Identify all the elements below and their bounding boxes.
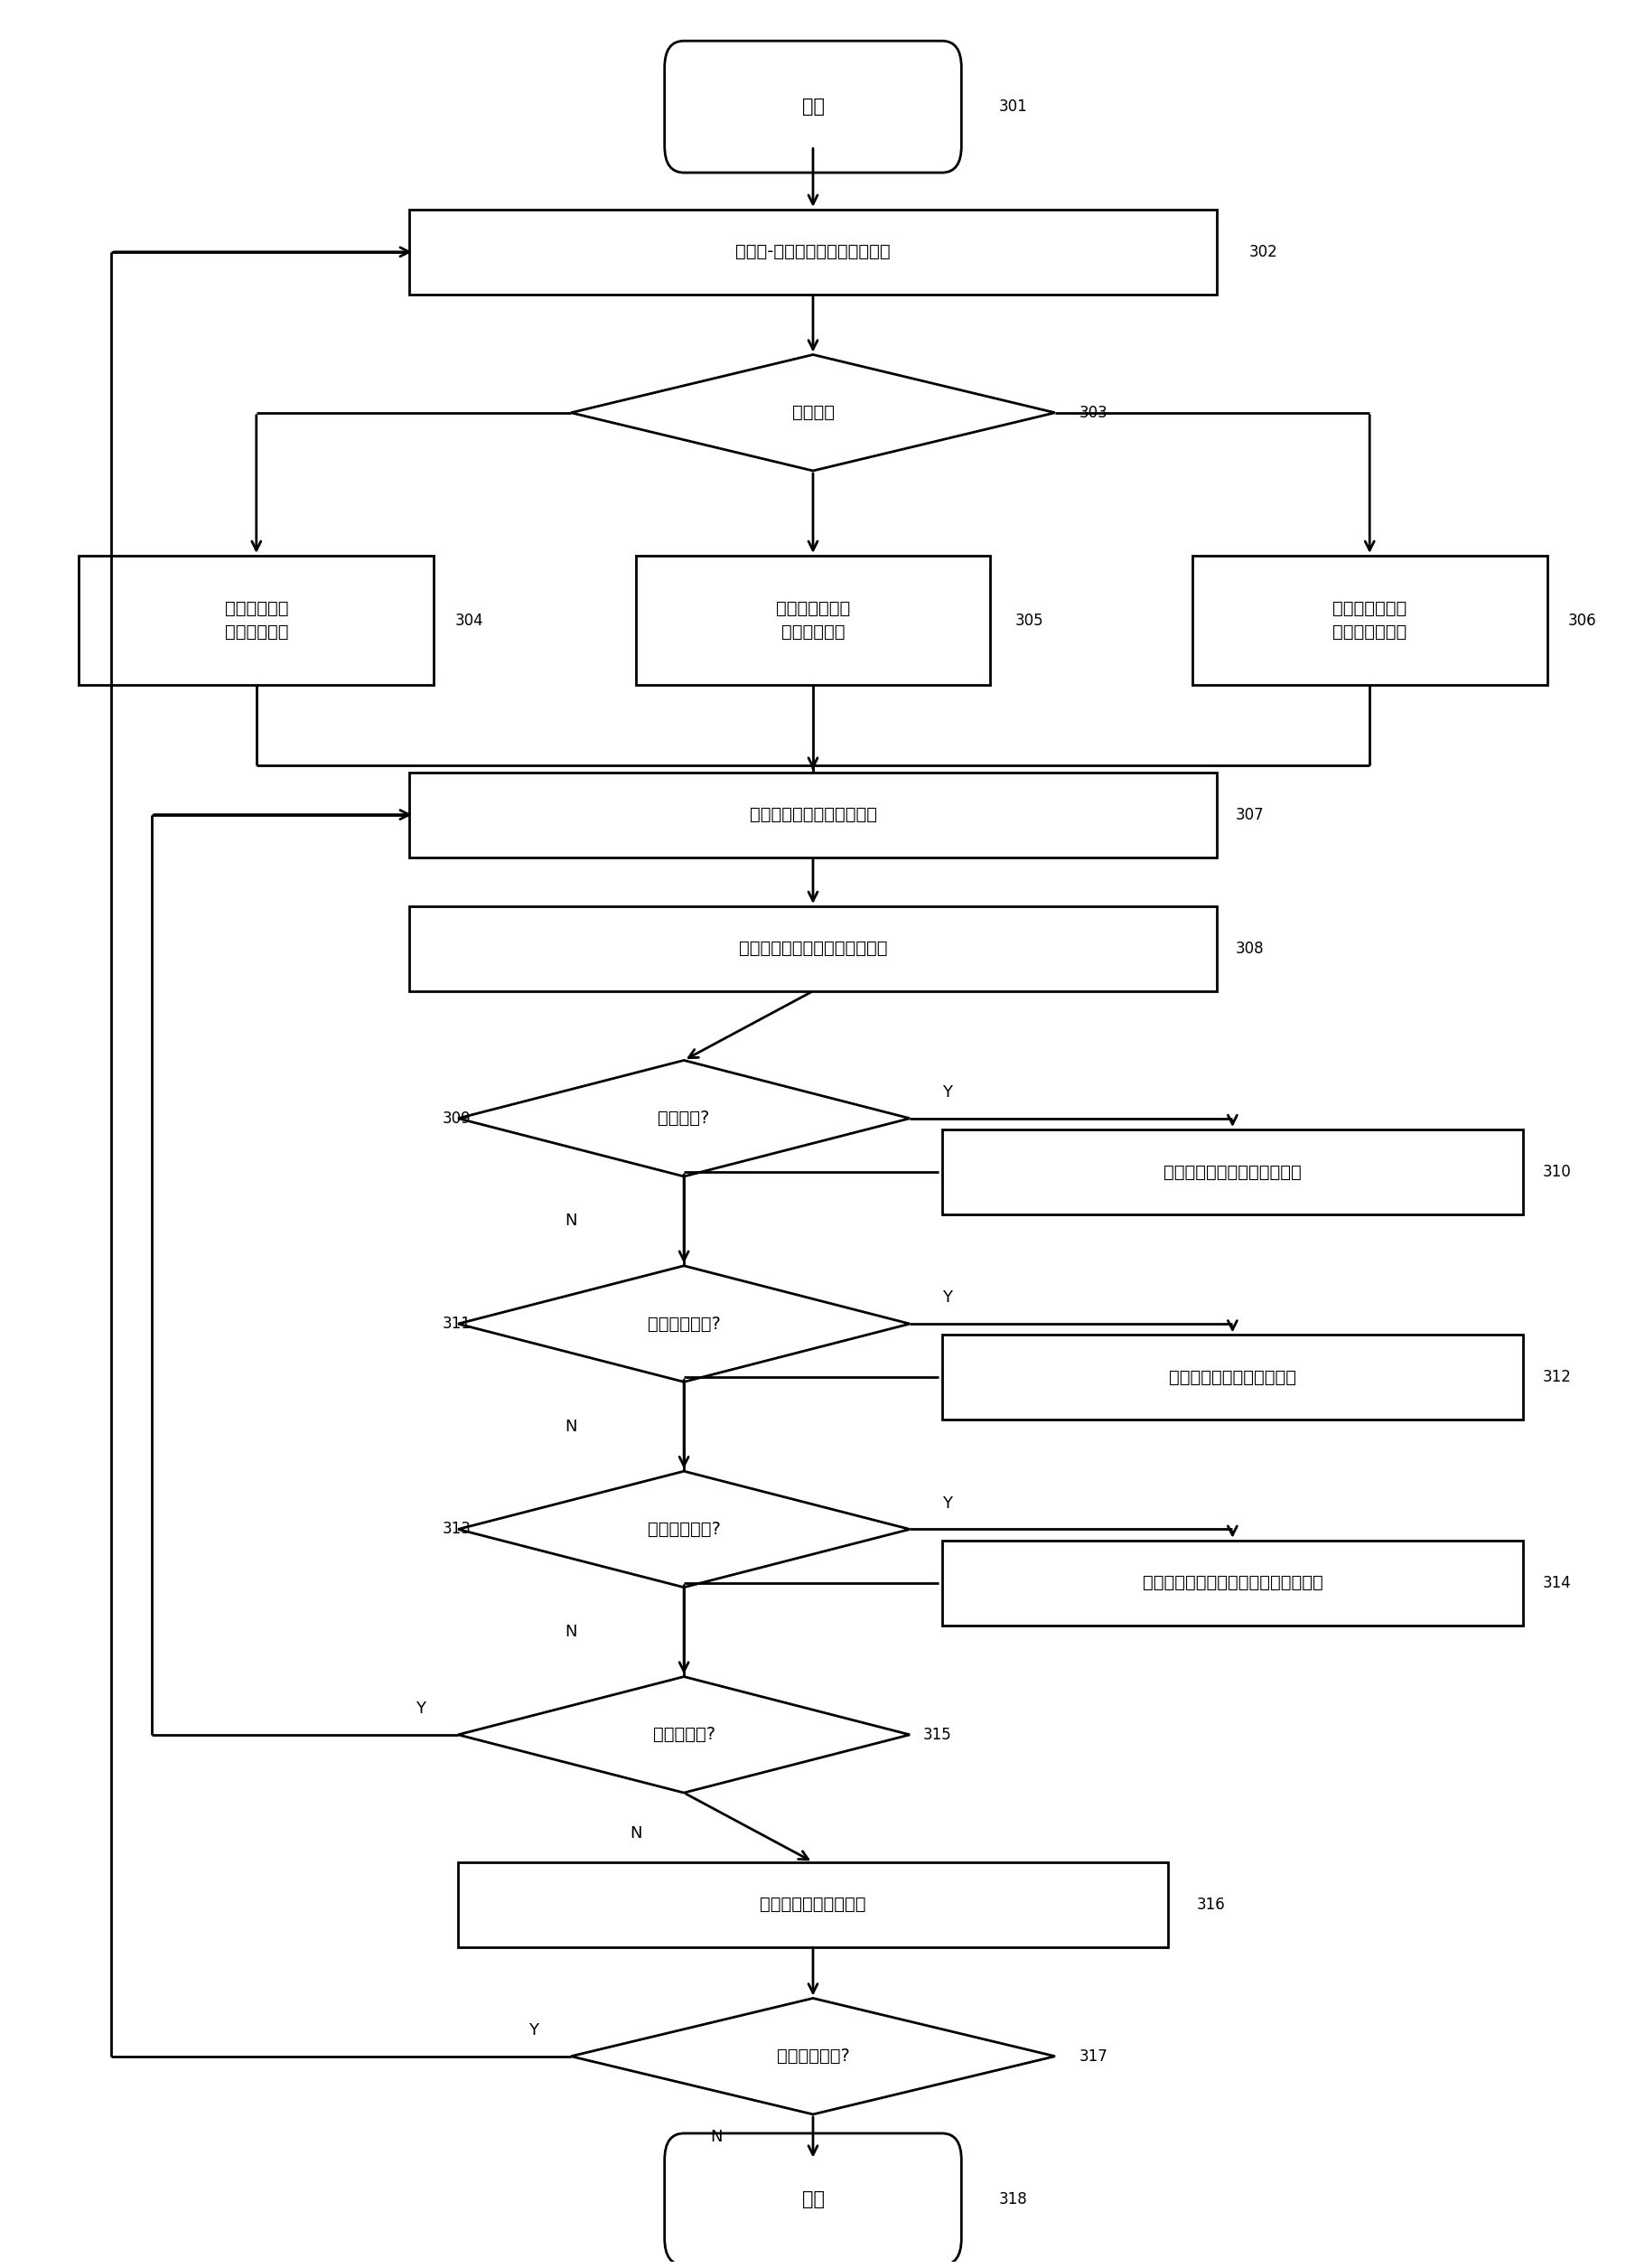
Bar: [1192, 556, 1546, 685]
Bar: [941, 1336, 1524, 1420]
Text: 304: 304: [455, 612, 483, 628]
Text: 执行人-机界面操作控制组件模块: 执行人-机界面操作控制组件模块: [735, 243, 891, 261]
Text: 执行光标控制的图形曲线分析组件模块: 执行光标控制的图形曲线分析组件模块: [1143, 1574, 1322, 1592]
Bar: [80, 556, 434, 685]
FancyBboxPatch shape: [665, 2134, 961, 2266]
Text: 317: 317: [1080, 2048, 1107, 2064]
Text: N: N: [629, 1826, 642, 1842]
Text: 301: 301: [998, 98, 1028, 116]
Bar: [410, 209, 1216, 295]
Text: 306: 306: [1567, 612, 1597, 628]
Text: 开始: 开始: [802, 98, 824, 116]
Text: Y: Y: [416, 1701, 426, 1717]
Text: 结束: 结束: [802, 2191, 824, 2209]
Text: 重复测试否?: 重复测试否?: [652, 1726, 715, 1744]
Text: 光标控制分析?: 光标控制分析?: [647, 1520, 720, 1538]
Text: Y: Y: [941, 1084, 951, 1100]
Text: 303: 303: [1080, 404, 1107, 422]
Bar: [410, 907, 1216, 991]
Text: N: N: [564, 1213, 577, 1229]
Text: 执行系统自检及
校准组件模块: 执行系统自检及 校准组件模块: [776, 599, 850, 642]
Text: 数据回放浏览?: 数据回放浏览?: [647, 1315, 720, 1331]
Bar: [410, 771, 1216, 857]
Text: 311: 311: [442, 1315, 470, 1331]
Text: 进行另一试验?: 进行另一试验?: [777, 2048, 849, 2064]
FancyBboxPatch shape: [665, 41, 961, 172]
Text: 313: 313: [442, 1522, 470, 1538]
Text: 312: 312: [1543, 1370, 1571, 1386]
Text: 305: 305: [1015, 612, 1044, 628]
Text: 309: 309: [442, 1111, 470, 1127]
Text: 执行数据回放浏览组件模块: 执行数据回放浏览组件模块: [1169, 1370, 1296, 1386]
Polygon shape: [459, 1266, 911, 1381]
Polygon shape: [459, 1061, 911, 1177]
Text: 318: 318: [998, 2191, 1028, 2207]
Bar: [941, 1540, 1524, 1626]
Polygon shape: [571, 354, 1055, 472]
Text: 数据导出?: 数据导出?: [659, 1109, 711, 1127]
Text: 操作选择: 操作选择: [792, 404, 834, 422]
Text: 执行数据采集存储组件模块: 执行数据采集存储组件模块: [750, 805, 876, 823]
Text: 执行数据管理与导出组件模块: 执行数据管理与导出组件模块: [1164, 1163, 1301, 1182]
Text: 308: 308: [1236, 941, 1265, 957]
Text: Y: Y: [528, 2023, 538, 2039]
Text: N: N: [564, 1418, 577, 1436]
Text: Y: Y: [941, 1495, 951, 1510]
Polygon shape: [459, 1472, 911, 1588]
Bar: [941, 1129, 1524, 1213]
Text: 执行仪器配置
管理组件模块: 执行仪器配置 管理组件模块: [224, 599, 288, 642]
Text: 执行测量数据温度补偿组件模块: 执行测量数据温度补偿组件模块: [738, 939, 888, 957]
Text: N: N: [711, 2130, 722, 2146]
Text: 307: 307: [1236, 807, 1265, 823]
Text: 314: 314: [1543, 1574, 1571, 1590]
Bar: [459, 1862, 1167, 1946]
Text: N: N: [564, 1624, 577, 1640]
Text: 316: 316: [1197, 1896, 1226, 1912]
Polygon shape: [459, 1676, 911, 1792]
Text: 315: 315: [922, 1726, 951, 1742]
Bar: [636, 556, 990, 685]
Text: 310: 310: [1543, 1163, 1571, 1179]
Text: Y: Y: [941, 1290, 951, 1306]
Polygon shape: [571, 1998, 1055, 2114]
Text: 302: 302: [1249, 243, 1278, 261]
Text: 执行测量工程配
置管理组件模块: 执行测量工程配 置管理组件模块: [1332, 599, 1406, 642]
Text: 执行报告生成组件模块: 执行报告生成组件模块: [759, 1896, 867, 1912]
